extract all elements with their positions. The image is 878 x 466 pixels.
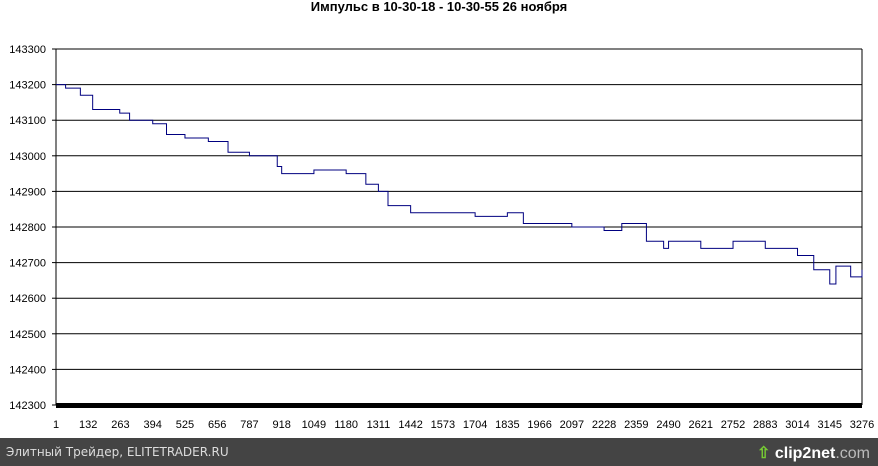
- x-tick-label: 918: [273, 419, 291, 431]
- x-tick-label: 263: [111, 419, 129, 431]
- y-tick-label: 142900: [9, 186, 46, 198]
- x-tick-label: 1704: [463, 419, 487, 431]
- x-tick-label: 1049: [302, 419, 326, 431]
- x-tick-label: 3014: [785, 419, 809, 431]
- upload-arrow-icon: ⇧: [757, 445, 771, 462]
- y-tick-label: 143100: [9, 115, 46, 127]
- y-tick-label: 143000: [9, 151, 46, 163]
- x-tick-label: 1573: [431, 419, 455, 431]
- x-tick-label: 787: [240, 419, 258, 431]
- y-tick-label: 142600: [9, 293, 46, 305]
- x-tick-label: 2621: [689, 419, 713, 431]
- x-tick-label: 656: [208, 419, 226, 431]
- footer-bar: Элитный Трейдер, ELITETRADER.RU ⇧ clip2n…: [0, 438, 878, 466]
- line-chart: 143300 143200 143100 143000 142900 142800 1427…: [9, 44, 874, 431]
- x-tick-label: 2359: [624, 419, 648, 431]
- x-tick-label: 394: [144, 419, 162, 431]
- y-tick-label: 142500: [9, 329, 46, 341]
- x-tick-label: 525: [176, 419, 194, 431]
- x-tick-label: 3145: [818, 419, 842, 431]
- y-tick-label: 143300: [9, 44, 46, 56]
- x-tick-label: 2883: [753, 419, 777, 431]
- clip2net-logo[interactable]: ⇧ clip2net.com: [757, 445, 870, 462]
- y-tick-label: 142400: [9, 364, 46, 376]
- x-axis: [56, 403, 862, 408]
- x-tick-label: 1311: [367, 419, 391, 431]
- y-tick-label: 142300: [9, 400, 46, 412]
- x-tick-label: 132: [79, 419, 97, 431]
- x-tick-label: 3276: [850, 419, 874, 431]
- price-series-line: [56, 84, 863, 285]
- x-tick-label: 1: [53, 419, 59, 431]
- x-tick-label: 2752: [721, 419, 745, 431]
- x-tick-label: 2490: [656, 419, 680, 431]
- x-tick-label: 1835: [495, 419, 519, 431]
- x-tick-label: 1180: [334, 419, 358, 431]
- y-tick-label: 142800: [9, 222, 46, 234]
- x-tick-label: 1966: [527, 419, 551, 431]
- x-tick-label: 1442: [398, 419, 422, 431]
- footer-text: Элитный Трейдер, ELITETRADER.RU: [6, 445, 229, 459]
- chart-title: Импульс в 10-30-18 - 10-30-55 26 ноября: [310, 0, 568, 14]
- y-tick-label: 143200: [9, 80, 46, 92]
- x-tick-label: 2228: [592, 419, 616, 431]
- x-tick-label: 2097: [560, 419, 584, 431]
- y-tick-label: 142700: [9, 258, 46, 270]
